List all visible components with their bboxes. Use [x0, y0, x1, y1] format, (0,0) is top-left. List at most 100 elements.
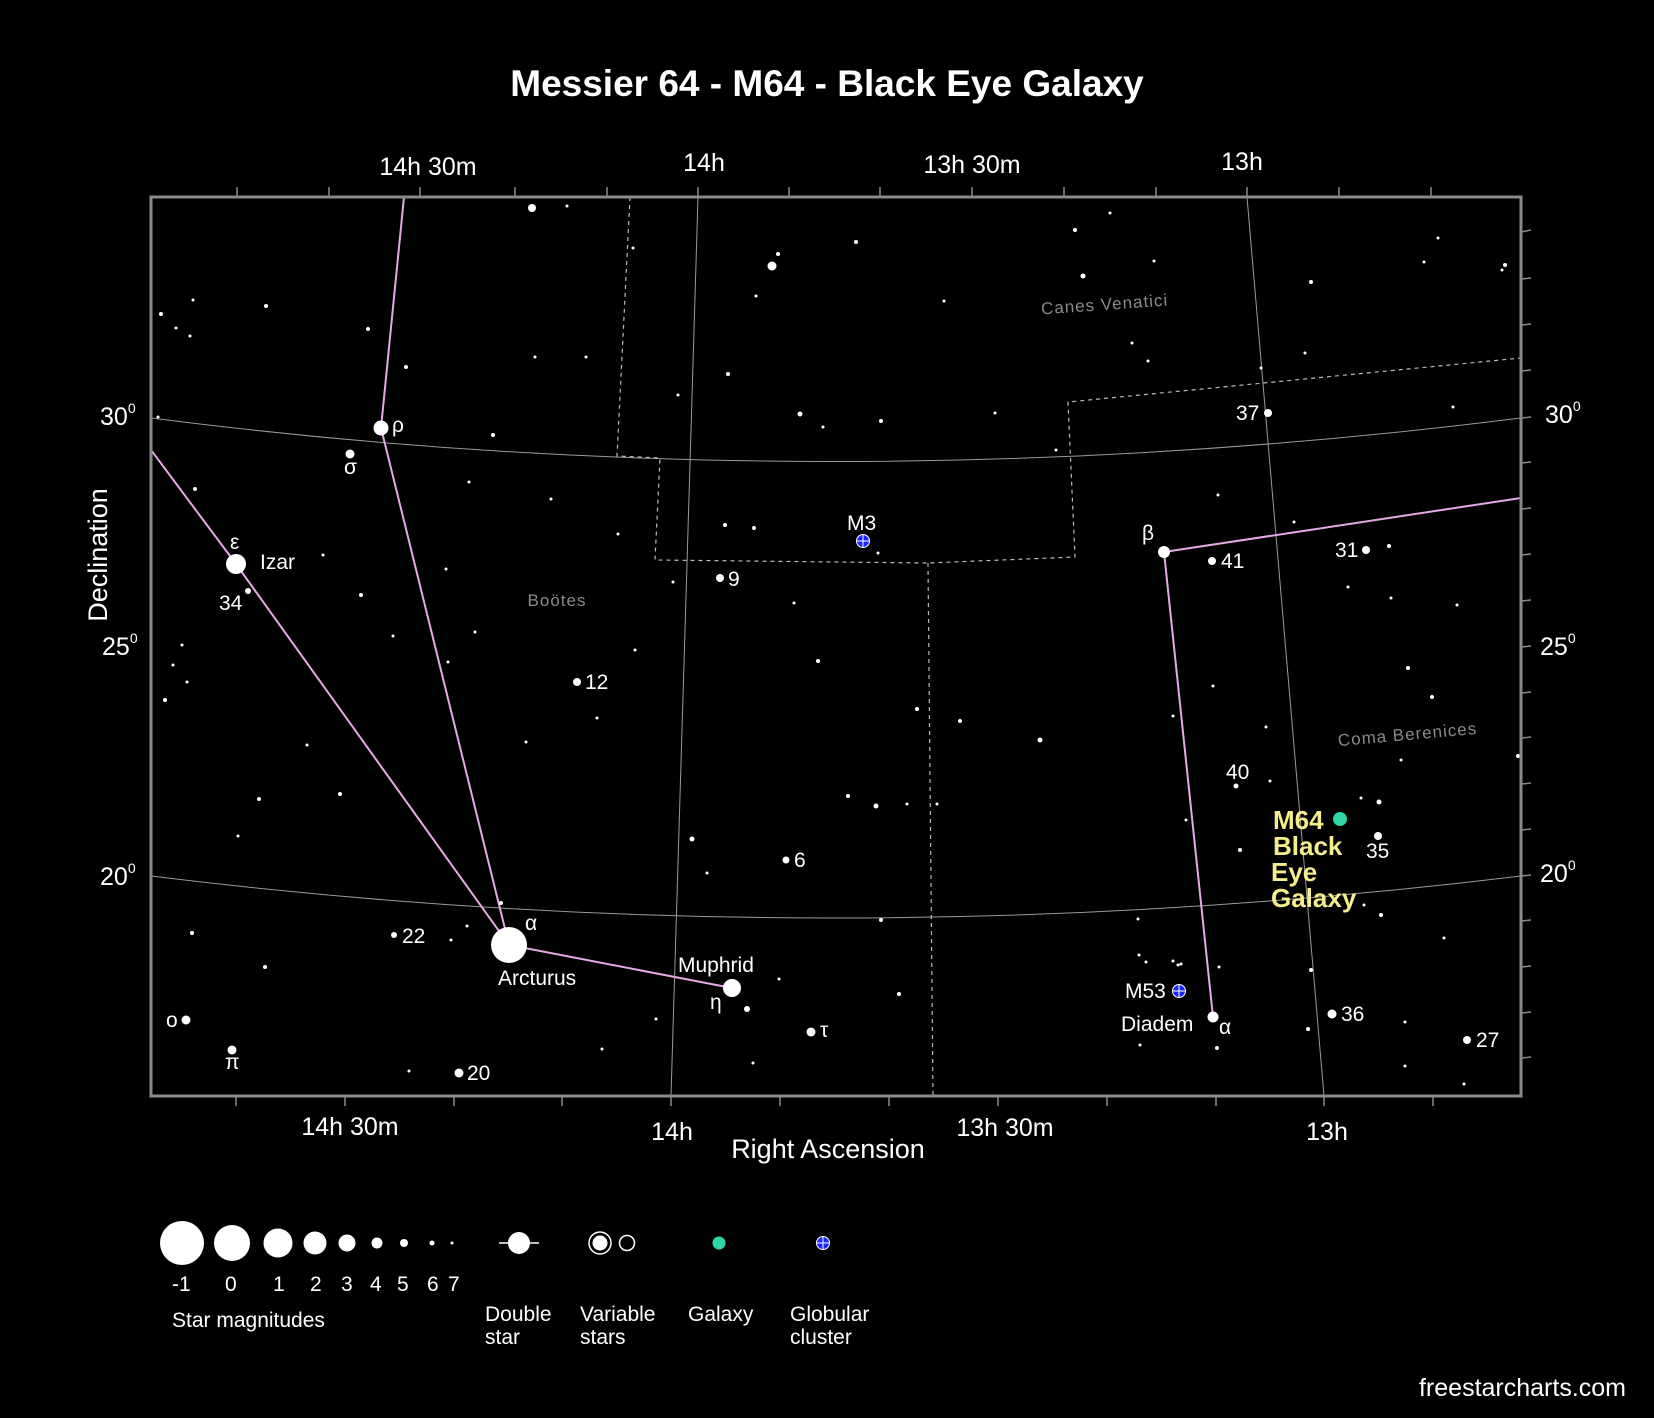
dec-label: 200: [100, 860, 136, 891]
dec-grid-30: [151, 417, 1521, 462]
galaxy-symbol: [712, 1236, 726, 1250]
double-star-label: star: [485, 1326, 520, 1349]
m64-label: M64 Black Eye Galaxy: [1271, 805, 1357, 913]
beta-star: [1158, 546, 1170, 558]
arcturus-star: [491, 927, 527, 963]
dec-label: 300: [1545, 398, 1581, 429]
double-star-symbol: [499, 1232, 539, 1254]
beta-label: β: [1142, 522, 1154, 545]
magnitude-label: 0: [225, 1273, 237, 1296]
top-ra-ticks: 14h 30m 14h 13h 30m 13h: [379, 148, 1263, 181]
m53-cluster: [1172, 984, 1186, 998]
izar-star: [226, 554, 246, 574]
star-labels: Izar ε 34 ρ σ M3 9 12 6 22 α Arcturus Mu…: [166, 402, 1499, 1085]
pi-star: [227, 1045, 237, 1055]
bottom-tick-label: 13h 30m: [956, 1114, 1053, 1142]
m3-label: M3: [847, 512, 876, 535]
credit-link[interactable]: freestarcharts.com: [1419, 1374, 1626, 1402]
x-axis-title: Right Ascension: [731, 1134, 925, 1164]
star-31: [1362, 546, 1370, 554]
star-40-label: 40: [1226, 761, 1249, 784]
star-27: [1463, 1036, 1471, 1044]
globular-cluster-label: Globular: [790, 1303, 869, 1326]
svg-text:Black: Black: [1273, 831, 1343, 861]
muphrid-star: [723, 979, 741, 997]
epsilon-label: ε: [230, 531, 239, 554]
tau-star: [806, 1027, 816, 1037]
variable-stars-label: Variable: [580, 1303, 656, 1326]
plot-area: Canes Venatici Boötes Coma Berenices Iza…: [151, 197, 1521, 1096]
omicron-label: o: [166, 1009, 178, 1032]
star-35: [1374, 832, 1382, 840]
constellation-label: Canes Venatici: [1040, 291, 1168, 319]
eta-companion: [744, 1006, 750, 1012]
dec-grid-20: [151, 875, 1521, 919]
constellation-label: Boötes: [528, 591, 587, 610]
bottom-tick-label: 14h 30m: [301, 1113, 398, 1141]
star-31-label: 31: [1335, 539, 1358, 562]
star-22: [391, 932, 397, 938]
magnitude-label: -1: [172, 1273, 191, 1296]
bottom-tick-label: 14h: [651, 1118, 693, 1146]
star-12: [573, 678, 581, 686]
star-20-label: 20: [467, 1062, 490, 1085]
pi-label: π: [225, 1051, 240, 1074]
star-35-label: 35: [1366, 840, 1389, 863]
field-stars: [151, 204, 1520, 1086]
star-6-label: 6: [794, 849, 806, 872]
magnitude-label: 5: [397, 1273, 409, 1296]
dec-labels-left: 300 250 200: [100, 400, 138, 891]
star-22-label: 22: [402, 925, 425, 948]
dec-label: 250: [1540, 630, 1576, 661]
star-37: [1264, 409, 1272, 417]
tick-marks: [235, 187, 1532, 1106]
rho-label: ρ: [392, 414, 404, 437]
dec-label: 300: [100, 400, 136, 431]
variable-stars-symbol: [588, 1231, 636, 1255]
star-6: [782, 856, 790, 864]
star-36-label: 36: [1341, 1003, 1364, 1026]
top-tick-label: 13h 30m: [923, 151, 1020, 179]
double-star-label: Double: [485, 1303, 552, 1326]
boundary-bootes-coma: [927, 562, 934, 1096]
star-36: [1327, 1009, 1337, 1019]
dec-label: 200: [1540, 857, 1576, 888]
magnitude-label: 4: [370, 1273, 382, 1296]
star-34: [245, 588, 251, 594]
plot-frame: [149, 195, 1523, 1098]
galaxy-label: Galaxy: [688, 1303, 754, 1326]
magnitude-scale: [160, 1221, 454, 1265]
magnitudes-title: Star magnitudes: [172, 1309, 325, 1332]
omicron-star: [181, 1015, 191, 1025]
globular-cluster-label: cluster: [790, 1326, 852, 1349]
top-tick-label: 14h 30m: [379, 153, 476, 181]
bottom-tick-label: 13h: [1306, 1118, 1348, 1146]
star-34-label: 34: [219, 592, 243, 615]
svg-text:Galaxy: Galaxy: [1271, 883, 1357, 913]
dec-label: 250: [102, 630, 138, 661]
star-20: [454, 1068, 464, 1078]
star-37-label: 37: [1236, 402, 1259, 425]
legend: -1 0 1 2 3 4 5 6 7 Star magnitudes Doubl…: [160, 1221, 869, 1349]
muphrid-label: Muphrid: [678, 954, 754, 977]
izar-label: Izar: [260, 551, 295, 574]
top-tick-label: 13h: [1221, 148, 1263, 176]
bottom-ra-ticks: 14h 30m 14h 13h 30m 13h: [301, 1113, 1348, 1146]
named-stars: [181, 409, 1471, 1078]
magnitude-label: 6: [427, 1273, 439, 1296]
arcturus-label: Arcturus: [498, 967, 576, 990]
star-9: [716, 574, 724, 582]
star-41: [1208, 557, 1216, 565]
boundary-canes-venatici: [616, 197, 1521, 564]
alpha-boo-label: α: [525, 912, 537, 935]
dec-labels-right: 300 250 200: [1540, 398, 1581, 888]
star-41-label: 41: [1221, 550, 1244, 573]
m53-label: M53: [1125, 980, 1166, 1003]
diadem-star: [1207, 1011, 1219, 1023]
sigma-label: σ: [344, 456, 357, 479]
variable-stars-label: stars: [580, 1326, 626, 1349]
sigma-star: [345, 449, 355, 459]
eta-label: η: [710, 991, 722, 1014]
globular-cluster-symbol: [816, 1236, 830, 1250]
